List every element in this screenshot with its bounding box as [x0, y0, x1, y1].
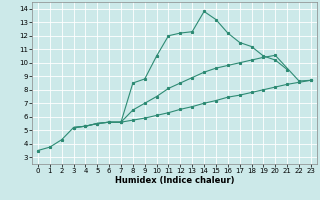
X-axis label: Humidex (Indice chaleur): Humidex (Indice chaleur) — [115, 176, 234, 185]
